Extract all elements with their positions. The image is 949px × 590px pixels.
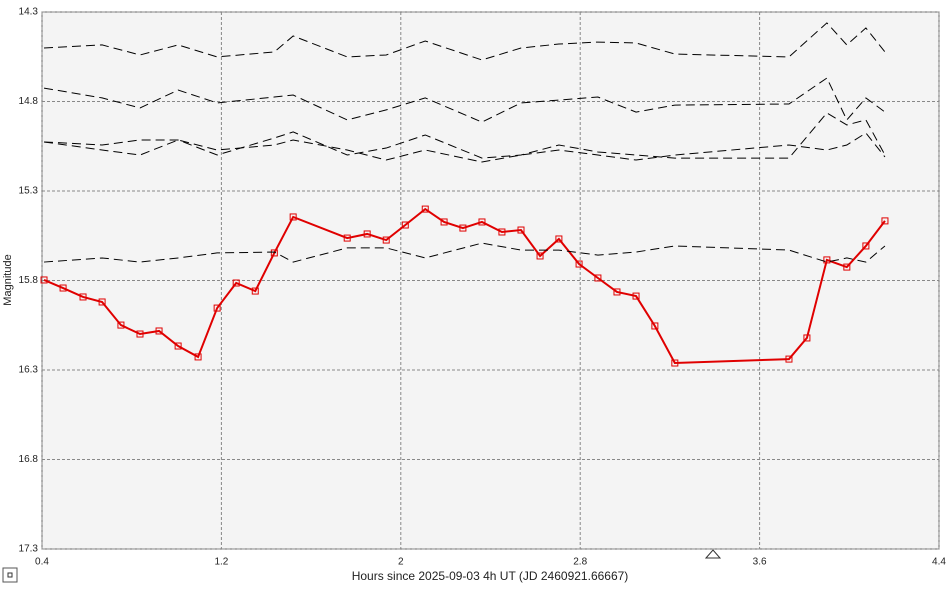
data-point	[136, 330, 144, 338]
data-point	[40, 276, 48, 284]
y-tick-label: 16.3	[19, 365, 39, 376]
data-point	[194, 353, 202, 361]
y-tick-label: 17.3	[19, 544, 39, 555]
options-button[interactable]	[2, 567, 18, 583]
data-point	[79, 293, 87, 301]
x-tick-label: 1.2	[214, 557, 228, 568]
button-icon	[7, 572, 13, 578]
data-point	[843, 263, 851, 271]
comparison-line	[43, 242, 886, 263]
data-point	[459, 224, 467, 232]
data-point	[174, 342, 182, 350]
data-point	[575, 260, 583, 268]
data-point	[823, 256, 831, 264]
data-point	[289, 213, 297, 221]
comparison-line	[43, 112, 886, 159]
comparison-line	[43, 22, 886, 61]
data-point	[343, 234, 351, 242]
data-point	[478, 218, 486, 226]
data-point	[517, 226, 525, 234]
y-axis-label: Magnitude	[2, 254, 14, 305]
data-point	[881, 217, 889, 225]
x-tick-label: 2	[398, 557, 404, 568]
data-point	[382, 236, 390, 244]
data-point	[594, 274, 602, 282]
y-tick-label: 15.3	[19, 186, 39, 197]
data-point	[632, 292, 640, 300]
data-point	[651, 322, 659, 330]
data-point	[270, 249, 278, 257]
comparison-line	[43, 132, 886, 163]
y-tick-label: 15.8	[19, 275, 39, 286]
data-point	[613, 288, 621, 296]
x-tick-label: 3.6	[753, 557, 767, 568]
y-tick-label: 14.8	[19, 96, 39, 107]
data-point	[440, 218, 448, 226]
data-point	[536, 252, 544, 260]
y-tick-label: 14.3	[19, 7, 39, 18]
data-point	[498, 228, 506, 236]
position-marker[interactable]	[704, 549, 722, 559]
data-point	[363, 230, 371, 238]
data-point	[98, 298, 106, 306]
data-point	[671, 359, 679, 367]
data-point	[232, 279, 240, 287]
data-point	[555, 235, 563, 243]
x-axis-label: Hours since 2025-09-03 4h UT (JD 2460921…	[352, 569, 629, 583]
data-point	[59, 284, 67, 292]
x-tick-label: 4.4	[932, 557, 946, 568]
data-point	[862, 242, 870, 250]
data-point	[421, 205, 429, 213]
y-tick-label: 16.8	[19, 454, 39, 465]
comparison-line	[43, 77, 886, 123]
data-point	[251, 287, 259, 295]
data-point	[213, 304, 221, 312]
data-point	[785, 355, 793, 363]
data-point	[401, 221, 409, 229]
data-point	[155, 327, 163, 335]
data-point	[803, 334, 811, 342]
data-point	[117, 321, 125, 329]
x-tick-label: 0.4	[35, 557, 49, 568]
x-tick-label: 2.8	[573, 557, 587, 568]
